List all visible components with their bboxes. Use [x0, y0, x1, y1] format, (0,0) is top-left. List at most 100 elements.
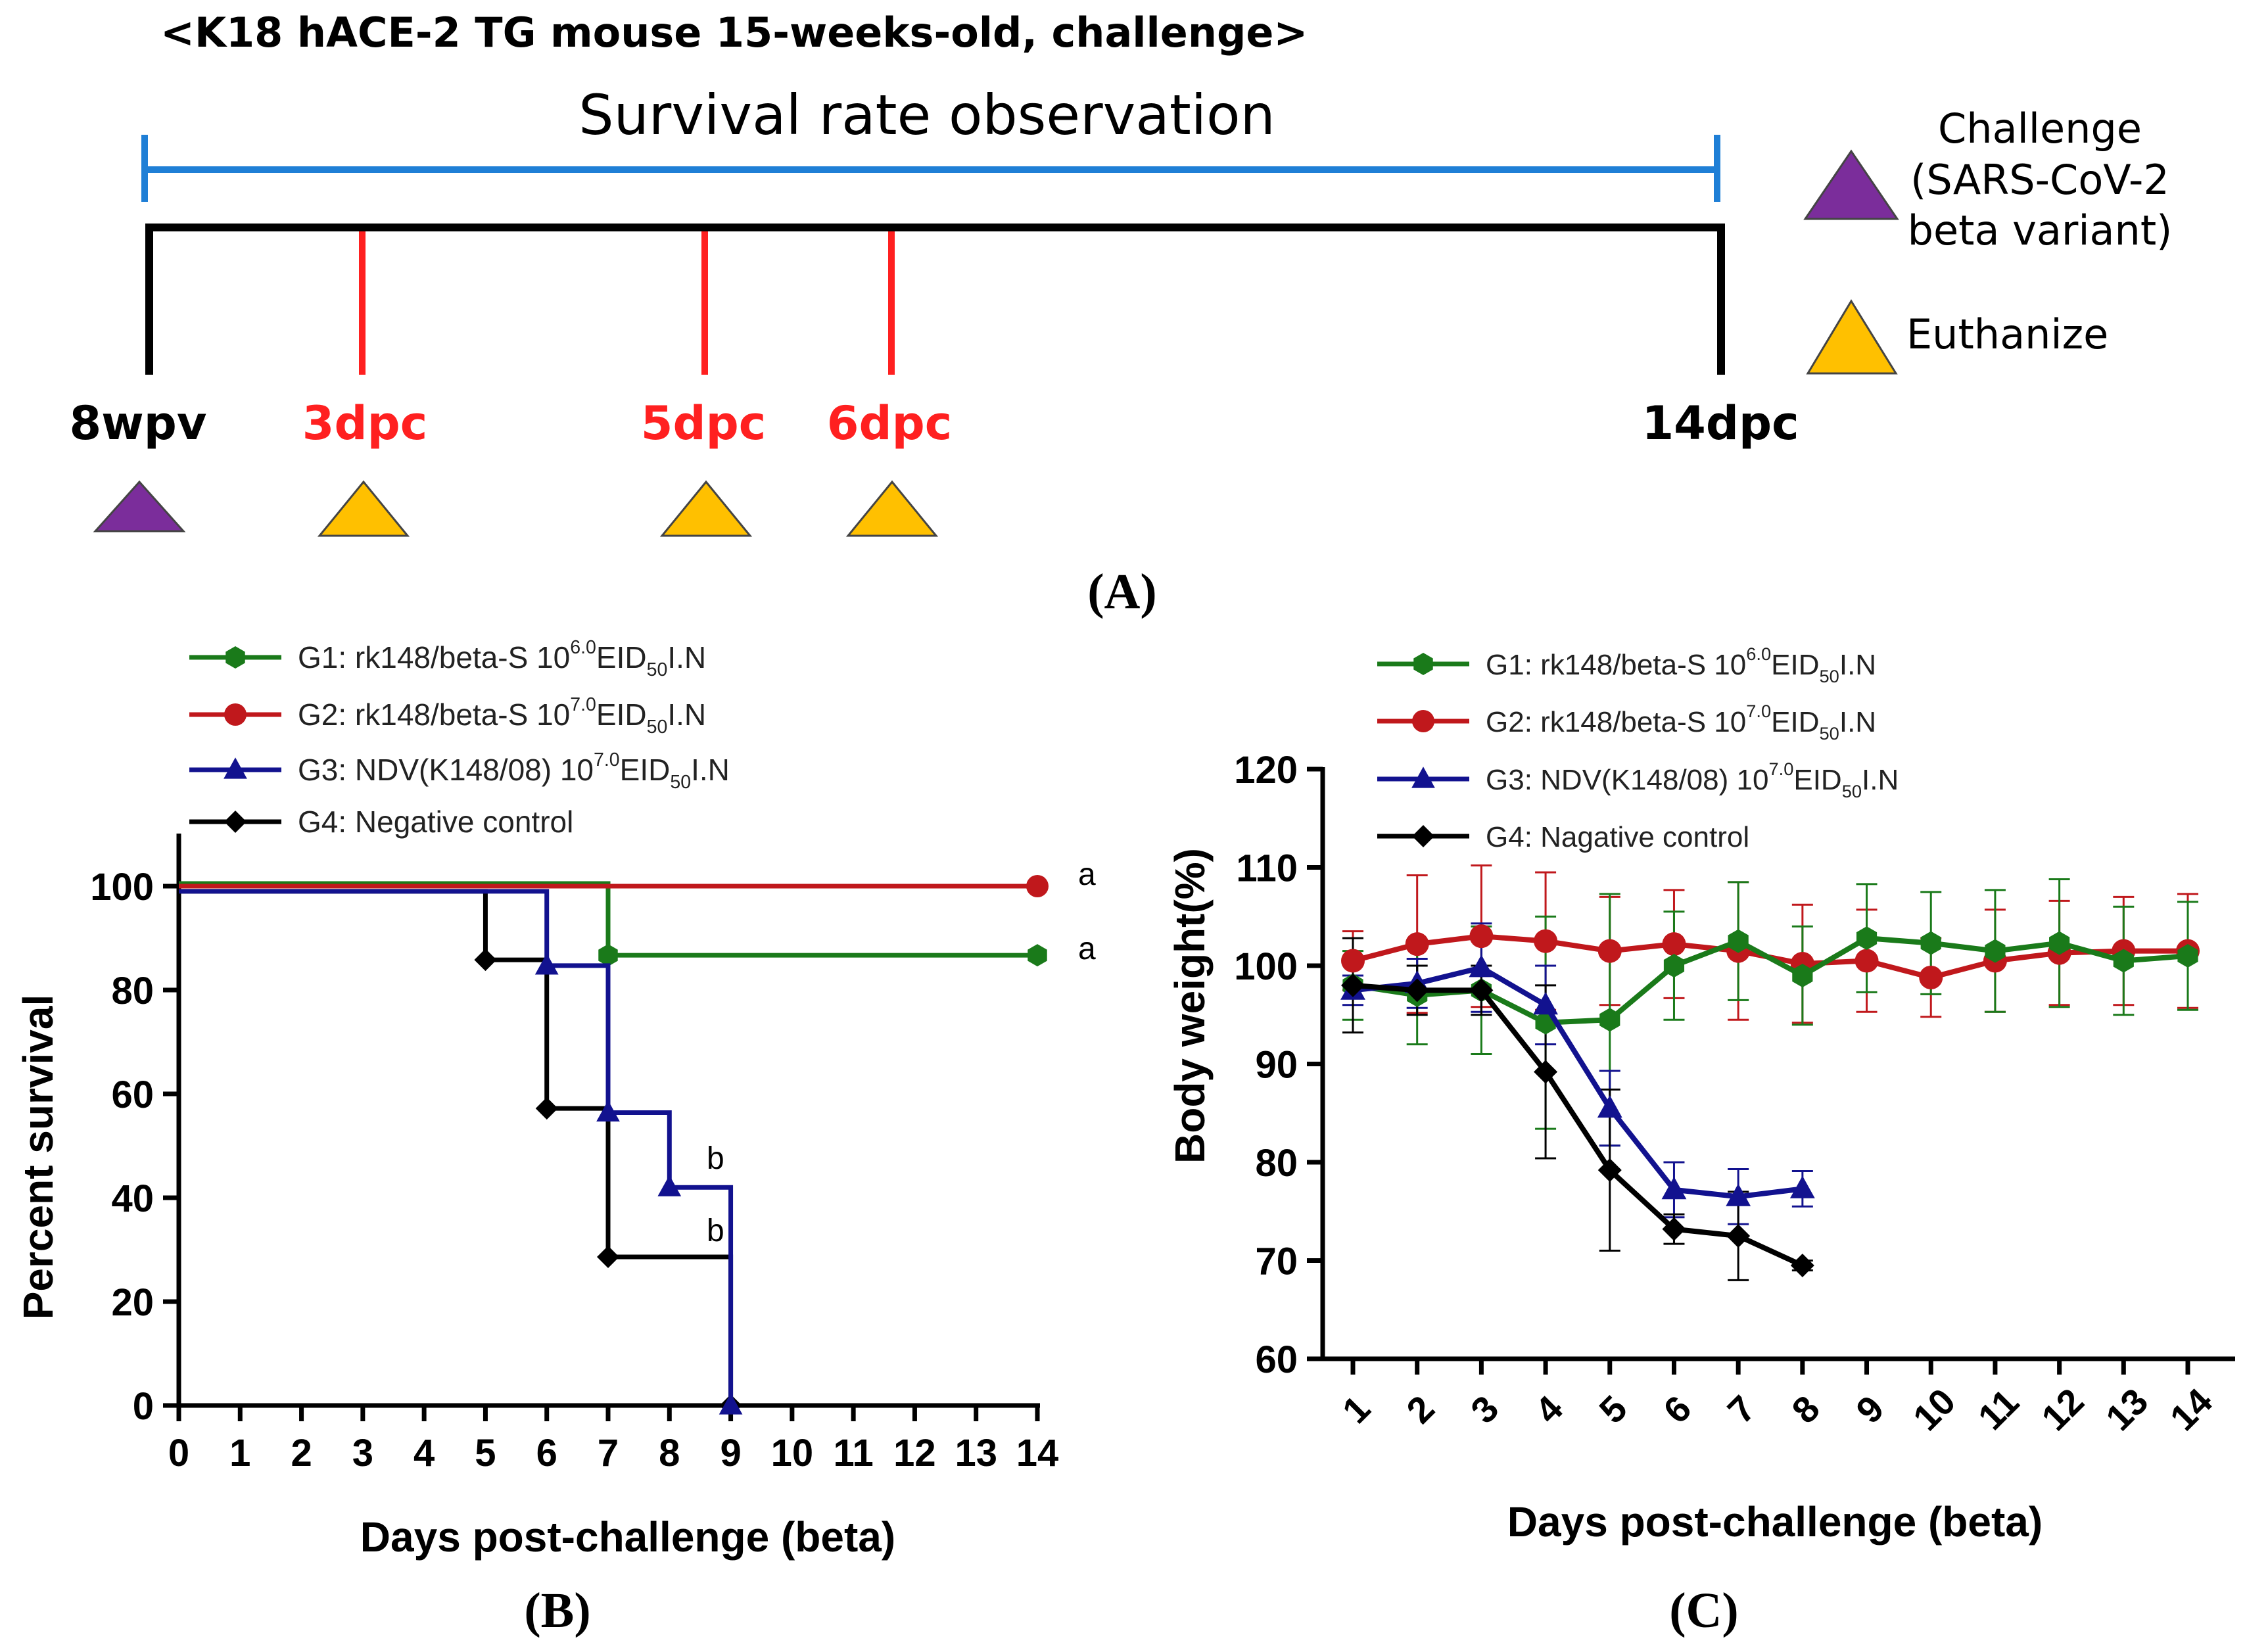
weight-point	[1726, 1224, 1751, 1248]
x-tick-label: 12	[2033, 1381, 2092, 1439]
panel-a-title: <K18 hACE-2 TG mouse 15-weeks-old, chall…	[160, 9, 1308, 57]
x-tick-label: 13	[955, 1432, 997, 1475]
weight-point	[1728, 929, 1749, 953]
legend-euthanize-label: Euthanize	[1906, 310, 2108, 358]
legend-label: G1: rk148/beta-S 106.0EID50I.N	[1486, 644, 1876, 686]
survival-point	[534, 953, 559, 975]
significance-label: b	[707, 1141, 724, 1176]
survival-point	[535, 1097, 558, 1120]
x-tick-label: 3	[1463, 1388, 1507, 1432]
panel-c-bodyweight-chart: G1: rk148/beta-S 106.0EID50I.N G2: rk148/…	[1166, 644, 2235, 1638]
x-tick-label: 9	[720, 1432, 741, 1475]
y-tick-label: 60	[111, 1074, 154, 1116]
significance-label: a	[1078, 857, 1096, 892]
weight-point	[1856, 926, 1878, 951]
x-tick-label: 4	[414, 1432, 435, 1475]
chart-b-ylabel: Percent survival	[14, 995, 62, 1320]
significance-label: a	[1078, 932, 1096, 966]
legend-circle-icon	[1412, 710, 1434, 732]
x-tick-label: 11	[1970, 1381, 2027, 1438]
x-tick-label: 12	[893, 1432, 936, 1475]
weight-point	[1662, 932, 1686, 956]
x-tick-label: 5	[475, 1432, 496, 1475]
panel-a-timeline: <K18 hACE-2 TG mouse 15-weeks-old, chall…	[69, 9, 2172, 619]
survival-point	[1028, 944, 1047, 967]
caption-c: (C)	[1669, 1583, 1739, 1638]
weight-point	[1341, 949, 1365, 973]
survival-line	[179, 889, 734, 1405]
panel-b-survival-chart: G1: rk148/beta-S 106.0EID50I.N G2: rk148/…	[14, 637, 1096, 1638]
x-tick-label: 3	[352, 1432, 373, 1475]
weight-point	[1789, 1175, 1815, 1198]
survival-point	[598, 944, 618, 967]
x-tick-label: 6	[536, 1432, 557, 1475]
legend-challenge-line3: beta variant)	[1908, 206, 2173, 254]
y-tick-label: 20	[111, 1281, 154, 1324]
weight-point	[1534, 929, 1558, 953]
survival-point	[657, 1175, 682, 1196]
legend-entry: G3: NDV(K148/08) 107.0EID50I.N	[1377, 759, 1899, 801]
observation-label: Survival rate observation	[579, 83, 1275, 147]
legend-hexagon-icon	[225, 646, 245, 669]
weight-point	[1597, 1095, 1622, 1118]
weight-point	[1597, 1158, 1622, 1182]
y-tick-label: 0	[133, 1385, 154, 1428]
legend-hexagon-icon	[1413, 653, 1433, 675]
y-tick-label: 120	[1234, 749, 1298, 791]
y-tick-label: 100	[90, 866, 154, 909]
weight-point	[2177, 944, 2198, 968]
y-tick-label: 110	[1236, 847, 1298, 890]
chart-c-xlabel: Days post-challenge (beta)	[1507, 1498, 2043, 1546]
legend-triangle-icon	[224, 757, 247, 779]
x-tick-label: 8	[1784, 1388, 1828, 1432]
x-tick-label: 0	[168, 1432, 189, 1475]
chart-b-series: a a b b	[179, 857, 1096, 1417]
legend-label: G4: Negative control	[298, 805, 573, 839]
legend-circle-icon	[224, 703, 247, 726]
caption-b: (B)	[524, 1583, 590, 1638]
observation-bracket	[141, 135, 1720, 202]
timepoint-6dpc: 6dpc	[827, 396, 952, 450]
weight-point	[1405, 932, 1429, 956]
timepoint-5dpc: 5dpc	[641, 396, 766, 450]
chart-c-series	[1340, 864, 2200, 1281]
chart-b-legend: G1: rk148/beta-S 106.0EID50I.N G2: rk148/…	[189, 637, 730, 839]
weight-point	[1599, 1008, 1620, 1032]
weight-point	[1597, 939, 1622, 963]
chart-c-legend: G1: rk148/beta-S 106.0EID50I.N G2: rk148/…	[1377, 644, 1899, 853]
weight-point	[1534, 1060, 1558, 1084]
weight-point	[1661, 1177, 1687, 1200]
weight-point	[1469, 924, 1494, 949]
survival-point	[719, 1393, 743, 1415]
survival-point	[597, 1246, 619, 1269]
caption-a: (A)	[1087, 564, 1157, 619]
legend-diamond-icon	[224, 811, 247, 833]
y-tick-label: 60	[1255, 1338, 1298, 1381]
legend-label: G2: rk148/beta-S 107.0EID50I.N	[1486, 701, 1876, 743]
legend-challenge-line2: (SARS-CoV-2	[1910, 156, 2169, 204]
legend-label: G3: NDV(K148/08) 107.0EID50I.N	[298, 749, 730, 793]
survival-line	[179, 889, 734, 1405]
x-tick-label: 13	[2098, 1381, 2156, 1439]
euthanize-triangle-icon	[317, 480, 410, 537]
timepoint-3dpc: 3dpc	[302, 396, 427, 450]
survival-point	[1026, 875, 1049, 897]
x-tick-label: 4	[1527, 1388, 1571, 1432]
survival-point	[474, 949, 497, 972]
weight-point	[1726, 1183, 1751, 1206]
x-tick-label: 2	[291, 1432, 312, 1475]
timeline-axis	[145, 224, 1725, 375]
x-tick-label: 9	[1848, 1388, 1892, 1432]
x-tick-label: 14	[1016, 1432, 1059, 1475]
chart-b-xlabel: Days post-challenge (beta)	[360, 1513, 895, 1561]
weight-point	[1792, 963, 1813, 987]
x-tick-label: 7	[1720, 1388, 1764, 1432]
legend-entry: G4: Nagative control	[1377, 821, 1749, 853]
y-tick-label: 80	[111, 970, 154, 1012]
weight-point	[1663, 954, 1685, 978]
weight-point	[1919, 965, 1943, 989]
timepoint-14dpc: 14dpc	[1642, 396, 1799, 450]
legend-entry: G3: NDV(K148/08) 107.0EID50I.N	[189, 749, 730, 793]
y-tick-label: 80	[1255, 1142, 1298, 1185]
